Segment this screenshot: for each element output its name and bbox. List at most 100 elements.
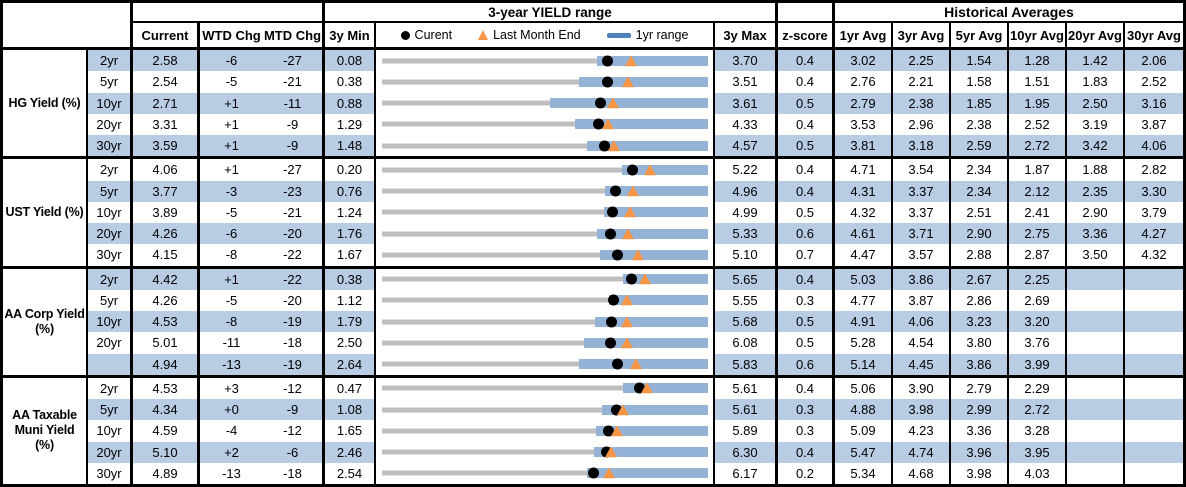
- last-month-end-marker: [622, 76, 635, 88]
- avg-cell: 3.99: [1009, 353, 1067, 375]
- mtd-chg-cell: -21: [263, 201, 325, 223]
- current-dot: [607, 294, 619, 306]
- full-range-track: [382, 428, 708, 434]
- avg-cell: [1125, 420, 1183, 442]
- avg-cell: 2.34: [951, 180, 1009, 202]
- current-dot-icon: [400, 30, 410, 40]
- current-cell: 2.71: [133, 92, 200, 114]
- table-body: HG Yield (%) 2yr 2.58 -6 -27 0.08 3.70 0.4 3.02 2…: [3, 50, 1183, 484]
- current-cell: 4.53: [133, 311, 200, 333]
- avg-cell: 4.77: [835, 289, 893, 311]
- 1yr-range-bar: [586, 140, 708, 151]
- avg-cell: 4.31: [835, 180, 893, 202]
- last-month-end-marker: [610, 425, 623, 437]
- 3y-max-cell: 3.61: [715, 92, 778, 114]
- yield-range-chart: [376, 113, 715, 135]
- avg-cell: [1067, 289, 1125, 311]
- avg-cell: 2.87: [1009, 244, 1067, 266]
- avg-cell: [1067, 332, 1125, 354]
- yield-range-chart: [376, 92, 715, 114]
- avg-cell: 2.76: [835, 71, 893, 93]
- group-label: UST Yield (%): [3, 159, 88, 266]
- mtd-chg-cell: -18: [263, 462, 325, 484]
- wtd-chg-cell: +1: [200, 135, 263, 157]
- z-score-cell: 0.3: [778, 420, 835, 442]
- data-row: 5yr 3.77 -3 -23 0.76 4.96 0.4 4.31 3.37 2.34 2.12 2…: [88, 180, 1183, 202]
- tenor-cell: 20yr: [88, 113, 133, 135]
- wtd-chg-cell: +1: [200, 92, 263, 114]
- data-row: 10yr 2.71 +1 -11 0.88 3.61 0.5 2.79 2.38 1.85 1.95…: [88, 92, 1183, 114]
- avg-cell: 2.06: [1125, 50, 1183, 72]
- wtd-chg-cell: -5: [200, 289, 263, 311]
- current-cell: 4.26: [133, 223, 200, 245]
- wtd-chg-cell: -6: [200, 50, 263, 72]
- mtd-chg-cell: -22: [263, 268, 325, 290]
- avg-cell: [1125, 289, 1183, 311]
- avg-cell: 3.30: [1125, 180, 1183, 202]
- yield-range-chart: [376, 420, 715, 442]
- current-dot: [626, 273, 638, 285]
- avg-cell: [1125, 377, 1183, 399]
- full-range-track: [382, 319, 708, 325]
- yield-range-title: 3-year YIELD range: [325, 3, 778, 23]
- avg-cell: 1.95: [1009, 92, 1067, 114]
- group-rows: 2yr 4.06 +1 -27 0.20 5.22 0.4 4.71 3.54 2.34 1.87 1…: [88, 159, 1183, 266]
- 1yr-range-bar: [595, 425, 708, 436]
- tenor-cell: [88, 353, 133, 375]
- current-cell: 2.54: [133, 71, 200, 93]
- current-dot: [606, 316, 618, 328]
- 3y-min-cell: 0.20: [325, 159, 376, 181]
- avg-cell: 2.79: [835, 92, 893, 114]
- z-score-cell: 0.3: [778, 289, 835, 311]
- 3y-min-cell: 0.08: [325, 50, 376, 72]
- current-cell: 5.01: [133, 332, 200, 354]
- 3y-min-cell: 0.88: [325, 92, 376, 114]
- last-month-end-marker: [601, 118, 614, 130]
- tenor-cell: 5yr: [88, 399, 133, 421]
- column-header-10yr-avg: 10yr Avg: [1009, 23, 1067, 47]
- avg-cell: 3.57: [893, 244, 951, 266]
- wtd-chg-cell: -13: [200, 353, 263, 375]
- avg-cell: [1067, 420, 1125, 442]
- 3y-max-cell: 5.61: [715, 377, 778, 399]
- yield-range-chart: [376, 268, 715, 290]
- current-dot: [634, 382, 645, 394]
- column-header-3yr-avg: 3yr Avg: [893, 23, 951, 47]
- 1yr-range-bar: [594, 447, 708, 458]
- data-row: 4.94 -13 -19 2.64 5.83 0.6 5.14 4.45 3.86 3.99: [88, 353, 1183, 375]
- wtd-chg-cell: -5: [200, 71, 263, 93]
- avg-cell: 5.09: [835, 420, 893, 442]
- avg-cell: 4.68: [893, 462, 951, 484]
- 1yr-range-bar: [578, 76, 708, 87]
- 3y-min-cell: 2.54: [325, 462, 376, 484]
- tenor-cell: 2yr: [88, 268, 133, 290]
- full-range-track: [382, 79, 708, 85]
- avg-cell: 3.98: [893, 399, 951, 421]
- 3y-max-cell: 5.33: [715, 223, 778, 245]
- current-cell: 3.89: [133, 201, 200, 223]
- avg-cell: 4.32: [835, 201, 893, 223]
- avg-cell: 4.45: [893, 353, 951, 375]
- tenor-cell: 10yr: [88, 92, 133, 114]
- avg-cell: 4.32: [1125, 244, 1183, 266]
- avg-cell: 4.06: [893, 311, 951, 333]
- 3y-max-cell: 5.22: [715, 159, 778, 181]
- avg-cell: 3.90: [893, 377, 951, 399]
- avg-cell: 2.29: [1009, 377, 1067, 399]
- avg-cell: 3.81: [835, 135, 893, 157]
- last-month-end-marker: [625, 54, 637, 66]
- avg-cell: 3.53: [835, 113, 893, 135]
- full-range-track: [382, 209, 708, 215]
- data-row: 30yr 4.89 -13 -18 2.54 6.17 0.2 5.34 4.68 3.98 4.0…: [88, 462, 1183, 484]
- mtd-chg-cell: -19: [263, 311, 325, 333]
- 3y-max-cell: 6.17: [715, 462, 778, 484]
- avg-cell: 3.18: [893, 135, 951, 157]
- avg-cell: 5.47: [835, 441, 893, 463]
- avg-cell: [1067, 377, 1125, 399]
- avg-cell: 1.88: [1067, 159, 1125, 181]
- tenor-cell: 30yr: [88, 244, 133, 266]
- avg-cell: 2.90: [1067, 201, 1125, 223]
- last-month-end-marker: [607, 97, 620, 109]
- avg-cell: 2.41: [1009, 201, 1067, 223]
- avg-cell: 2.38: [951, 113, 1009, 135]
